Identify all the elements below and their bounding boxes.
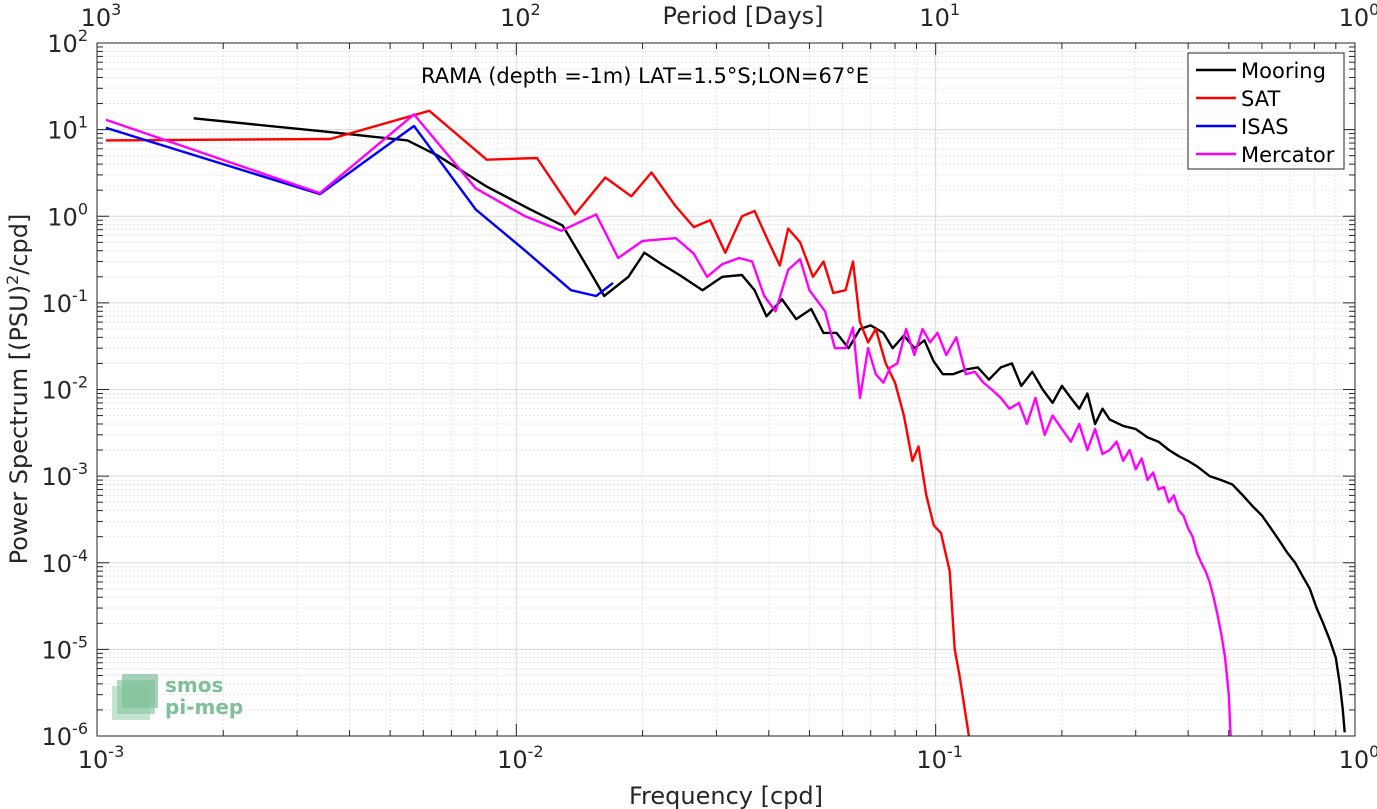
- y-tick-label: 10-1: [42, 286, 89, 318]
- y-tick-labels: 10-6 10-5 10-4 10-3 10-2 10-1 100 101 102: [42, 26, 89, 751]
- logo-text-pimep: pi-mep: [165, 695, 243, 719]
- x-tick-labels: 10-3 10-2 10-1 100: [78, 742, 1377, 774]
- minor-grid: [97, 43, 1355, 736]
- y-tick-label: 10-2: [42, 373, 89, 405]
- legend-label-mercator: Mercator: [1241, 143, 1335, 167]
- top-tick-label: 103: [81, 0, 122, 32]
- legend-label-isas: ISAS: [1241, 115, 1289, 139]
- legend-box: [1187, 52, 1345, 170]
- y-axis-label-sup: 2: [3, 275, 22, 285]
- x-tick-label: 10-1: [916, 742, 963, 774]
- legend-label-mooring: Mooring: [1241, 59, 1326, 83]
- y-tick-label: 10-5: [42, 632, 89, 664]
- y-tick-label: 10-6: [42, 719, 89, 751]
- y-tick-label: 101: [47, 113, 88, 145]
- x-axis-label: Frequency [cpd]: [629, 782, 823, 809]
- top-axis-label: Period [Days]: [662, 2, 823, 30]
- series-line-mooring: [193, 117, 1346, 733]
- top-tick-label: 100: [1339, 0, 1377, 32]
- y-axis-label-main: Power Spectrum [(PSU): [5, 285, 33, 564]
- y-axis-label: Power Spectrum [(PSU)2/cpd]: [3, 214, 33, 565]
- series-line-isas: [105, 124, 614, 298]
- series-line-sat: [105, 109, 971, 736]
- y-tick-label: 10-4: [42, 546, 89, 578]
- y-tick-label: 10-3: [42, 459, 89, 491]
- x-tick-label: 10-2: [497, 742, 544, 774]
- legend: Mooring SAT ISAS Mercator: [1187, 52, 1345, 170]
- y-axis-label-suffix: /cpd]: [5, 214, 33, 275]
- tick-marks: [96, 43, 1355, 737]
- legend-label-sat: SAT: [1241, 87, 1280, 111]
- logo: smos pi-mep: [112, 673, 243, 720]
- y-tick-label: 100: [47, 199, 88, 231]
- x-tick-label: 10-3: [78, 742, 125, 774]
- top-tick-label: 102: [500, 0, 541, 32]
- smos-logo-icon: [112, 674, 158, 720]
- x-tick-label: 100: [1339, 742, 1377, 774]
- y-tick-label: 102: [47, 26, 88, 58]
- series-line-mercator: [105, 113, 1232, 736]
- top-tick-labels: 103 102 101 100: [81, 0, 1377, 32]
- chart-annotation: RAMA (depth =-1m) LAT=1.5°S;LON=67°E: [421, 64, 869, 88]
- top-tick-label: 101: [919, 0, 960, 32]
- logo-text-smos: smos: [165, 673, 223, 697]
- series-layer: [105, 109, 1346, 736]
